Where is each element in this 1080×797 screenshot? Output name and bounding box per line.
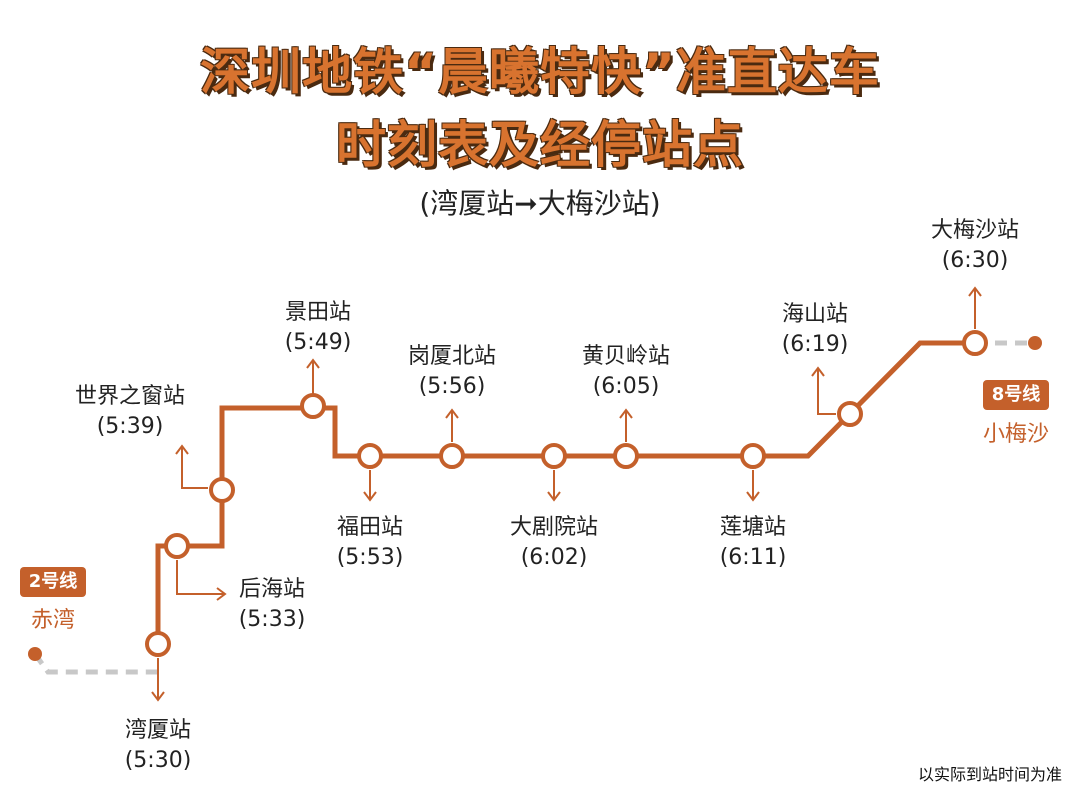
station-time: (5:33) <box>238 607 306 632</box>
arrow-futian <box>363 470 377 502</box>
station-circle-jingtian <box>300 393 326 419</box>
station-circle-wanxia <box>145 631 171 657</box>
station-time: (6:30) <box>941 248 1009 273</box>
arrow-huangbeiling <box>619 408 633 442</box>
arrow-wanxia <box>151 658 165 702</box>
station-time: (6:05) <box>592 374 660 399</box>
station-circle-dameisha <box>962 330 988 356</box>
station-circle-dajuyuan <box>541 443 567 469</box>
station-name: 福田站 <box>336 515 403 540</box>
station-circle-liantang <box>740 443 766 469</box>
title-line-1: 深圳地铁“晨曦特快”准直达车 <box>200 43 880 101</box>
station-label-haishan: 海山站 (6:19) <box>745 300 885 360</box>
arrow-liantang <box>746 470 760 502</box>
station-time: (5:49) <box>284 330 352 355</box>
transfer-place-xiaomeisha: 小梅沙 <box>982 422 1049 447</box>
station-time: (5:53) <box>336 545 404 570</box>
dashed-connector-start <box>32 652 158 675</box>
station-name: 莲塘站 <box>719 515 786 540</box>
station-label-dameisha: 大梅沙站 (6:30) <box>905 216 1045 276</box>
arrow-dameisha <box>968 286 982 329</box>
transfer-badge-line8: 8号线 <box>983 380 1049 410</box>
station-label-huangbeiling: 黄贝岭站 (6:05) <box>556 342 696 402</box>
station-name: 景田站 <box>284 300 351 325</box>
arrow-shijiezhichuang <box>175 444 208 489</box>
arrow-jingtian <box>306 358 320 394</box>
station-label-houhai: 后海站 (5:33) <box>202 575 342 635</box>
station-label-wanxia: 湾厦站 (5:30) <box>88 716 228 776</box>
station-circle-haishan <box>837 401 863 427</box>
station-time: (6:19) <box>781 332 849 357</box>
transfer-dot-start <box>28 647 42 661</box>
station-circle-huangbeiling <box>613 443 639 469</box>
arrow-dajuyuan <box>547 470 561 502</box>
station-time: (6:02) <box>520 545 588 570</box>
title-line-2: 时刻表及经停站点 <box>336 116 744 174</box>
station-name: 黄贝岭站 <box>581 344 670 369</box>
station-time: (5:56) <box>418 374 486 399</box>
station-name: 岗厦北站 <box>407 344 496 369</box>
station-name: 海山站 <box>781 302 848 327</box>
station-circle-shijiezhichuang <box>209 477 235 503</box>
station-circle-gangxiabei <box>439 443 465 469</box>
transfer-dot-end <box>1028 336 1042 350</box>
station-name: 大剧院站 <box>509 515 598 540</box>
station-circles <box>145 330 988 657</box>
station-name: 后海站 <box>238 577 305 602</box>
transfer-badge-line2: 2号线 <box>20 567 86 597</box>
station-circle-futian <box>357 443 383 469</box>
station-label-liantang: 莲塘站 (6:11) <box>683 513 823 573</box>
station-circle-houhai <box>164 533 190 559</box>
station-label-dajuyuan: 大剧院站 (6:02) <box>484 513 624 573</box>
transfer-place-chiwan: 赤湾 <box>30 608 75 633</box>
arrow-houhai <box>176 560 227 601</box>
arrows <box>151 286 982 702</box>
arrow-gangxiabei <box>445 408 459 442</box>
arrow-haishan <box>811 366 836 415</box>
station-label-futian: 福田站 (5:53) <box>300 513 440 573</box>
station-label-gangxiabei: 岗厦北站 (5:56) <box>382 342 522 402</box>
station-time: (6:11) <box>719 545 787 570</box>
station-label-jingtian: 景田站 (5:49) <box>248 298 388 358</box>
station-time: (5:30) <box>124 748 192 773</box>
station-name: 湾厦站 <box>124 718 191 743</box>
station-name: 大梅沙站 <box>930 218 1019 243</box>
footnote: 以实际到站时间为准 <box>917 765 1062 784</box>
station-name: 世界之窗站 <box>74 384 185 409</box>
route-subtitle: (湾厦站➞大梅沙站) <box>419 187 661 220</box>
station-label-shijiezhichuang: 世界之窗站 (5:39) <box>60 382 200 442</box>
station-time: (5:39) <box>96 414 164 439</box>
